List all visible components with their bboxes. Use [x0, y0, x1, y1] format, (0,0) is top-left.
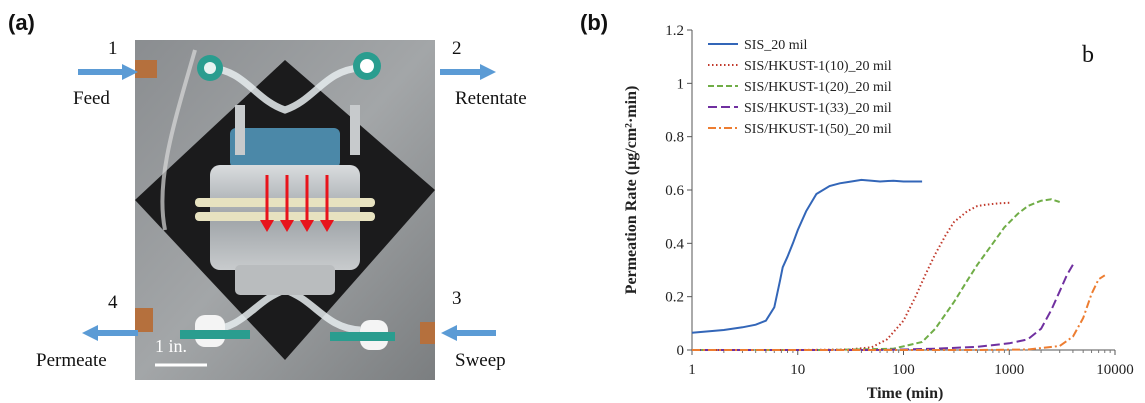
chart-legend: SIS_20 mil SIS/HKUST-1(10)_20 mil SIS/HKUS… — [708, 38, 892, 137]
y-tick-label: 0.6 — [665, 183, 684, 199]
cell-top-block — [230, 128, 340, 168]
x-tick-label: 1 — [688, 362, 696, 378]
gasket-1 — [195, 198, 375, 207]
fitting-permeate — [135, 308, 153, 332]
x-tick-label: 1000 — [994, 362, 1024, 378]
chart-axes: 1 10 100 1000 10000 0 0.2 0.4 0.6 0.8 1 1.2 — [665, 23, 1134, 378]
valve-retentate-center — [360, 59, 374, 73]
port-arrows — [78, 64, 496, 341]
arrow-feed — [78, 64, 138, 80]
valve-sweep-stem — [330, 332, 395, 341]
flow-arrows — [260, 175, 334, 232]
x-tick-label: 100 — [892, 362, 915, 378]
legend-label-1: SIS_20 mil — [744, 38, 808, 53]
valve-permeate-stem — [180, 330, 250, 339]
legend-label-3: SIS/HKUST-1(20)_20 mil — [744, 80, 892, 95]
series-line-3 — [692, 198, 1061, 351]
cell-bottom-block — [235, 265, 335, 295]
legend-label-2: SIS/HKUST-1(10)_20 mil — [744, 59, 892, 74]
y-tick-label: 0 — [677, 343, 685, 359]
series-line-4 — [692, 264, 1074, 351]
x-axis-label: Time (min) — [867, 385, 944, 402]
port-label-sweep: Sweep — [455, 350, 506, 371]
arrow-retentate — [440, 64, 496, 80]
port-label-feed: Feed — [73, 88, 110, 109]
x-tick-label: 10 — [790, 362, 805, 378]
y-tick-label: 0.4 — [665, 236, 684, 252]
y-tick-label: 1.2 — [665, 23, 684, 39]
fitting-feed — [135, 60, 157, 78]
gasket-2 — [195, 212, 375, 221]
port-label-permeate: Permeate — [36, 350, 107, 371]
port-number-1: 1 — [108, 38, 118, 59]
bolt-right — [350, 105, 360, 155]
fitting-sweep — [420, 322, 435, 344]
port-number-2: 2 — [452, 38, 462, 59]
glass-tube-top — [209, 64, 361, 114]
port-number-4: 4 — [108, 292, 118, 313]
port-label-retentate: Retentate — [455, 88, 527, 109]
port-number-3: 3 — [452, 288, 462, 309]
chart-plot-area — [691, 178, 1106, 351]
scale-bar-label: 1 in. — [155, 336, 188, 356]
plastic-tubing — [160, 49, 197, 231]
membrane-cell-photo — [135, 40, 435, 380]
valve-feed-center — [204, 62, 216, 74]
legend-label-4: SIS/HKUST-1(33)_20 mil — [744, 101, 892, 116]
series-line-5 — [692, 274, 1106, 351]
panel-b-label: (b) — [580, 10, 609, 35]
legend-label-5: SIS/HKUST-1(50)_20 mil — [744, 122, 892, 137]
x-tick-label: 10000 — [1096, 362, 1134, 378]
arrow-sweep — [441, 325, 496, 341]
bolt-left — [235, 105, 245, 155]
y-axis-label: Permeation Rate (µg/cm²·min) — [623, 86, 640, 295]
chart-corner-label: b — [1082, 42, 1094, 68]
y-tick-label: 1 — [677, 76, 685, 92]
y-tick-label: 0.8 — [665, 130, 684, 146]
series-line-1 — [691, 178, 923, 334]
y-tick-label: 0.2 — [665, 290, 684, 306]
permeation-chart: 1 10 100 1000 10000 0 0.2 0.4 0.6 0.8 1 1.2 SIS_20 … — [623, 23, 1134, 402]
arrow-permeate — [82, 325, 138, 341]
panel-a-label: (a) — [8, 10, 35, 35]
